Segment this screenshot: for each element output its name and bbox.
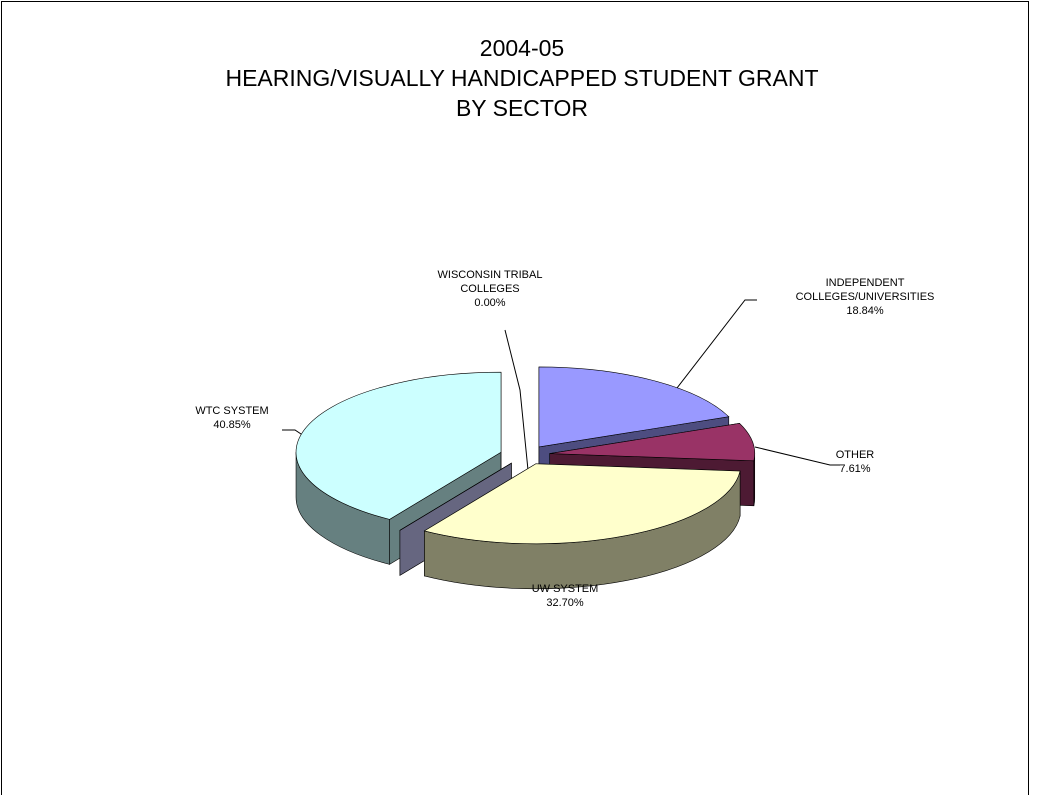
value-label: 0.00% [474, 297, 506, 309]
pie-slice [538, 366, 730, 448]
slice-label: OTHER 7.61% [815, 448, 895, 476]
pie-slice [549, 423, 756, 462]
slice-label: UW SYSTEM 32.70% [505, 582, 625, 610]
category-label: WISCONSIN TRIBAL COLLEGES [437, 269, 543, 295]
chart-title: HEARING/VISUALLY HANDICAPPED STUDENT GRA… [225, 65, 819, 91]
leader-line [504, 329, 529, 471]
slice-label: WISCONSIN TRIBAL COLLEGES 0.00% [425, 268, 555, 310]
slice-label: WTC SYSTEM 40.85% [182, 404, 282, 432]
leader-line [659, 299, 757, 411]
value-label: 40.85% [213, 419, 251, 431]
leader-line [754, 446, 840, 466]
pie-slice [295, 371, 502, 520]
category-label: OTHER [835, 449, 875, 461]
category-label: WTC SYSTEM [195, 405, 269, 417]
chart-title: BY SECTOR [455, 95, 589, 121]
chart-title: 2004-05 [479, 35, 565, 61]
pie-slice [423, 463, 741, 545]
slice-label: INDEPENDENT COLLEGES/UNIVERSITIES 18.84% [765, 276, 965, 318]
category-label: INDEPENDENT COLLEGES/UNIVERSITIES [795, 277, 935, 303]
slice-side [753, 453, 756, 506]
value-label: 7.61% [839, 463, 871, 475]
value-label: 18.84% [846, 305, 884, 317]
category-label: UW SYSTEM [531, 583, 599, 595]
value-label: 32.70% [546, 597, 584, 609]
